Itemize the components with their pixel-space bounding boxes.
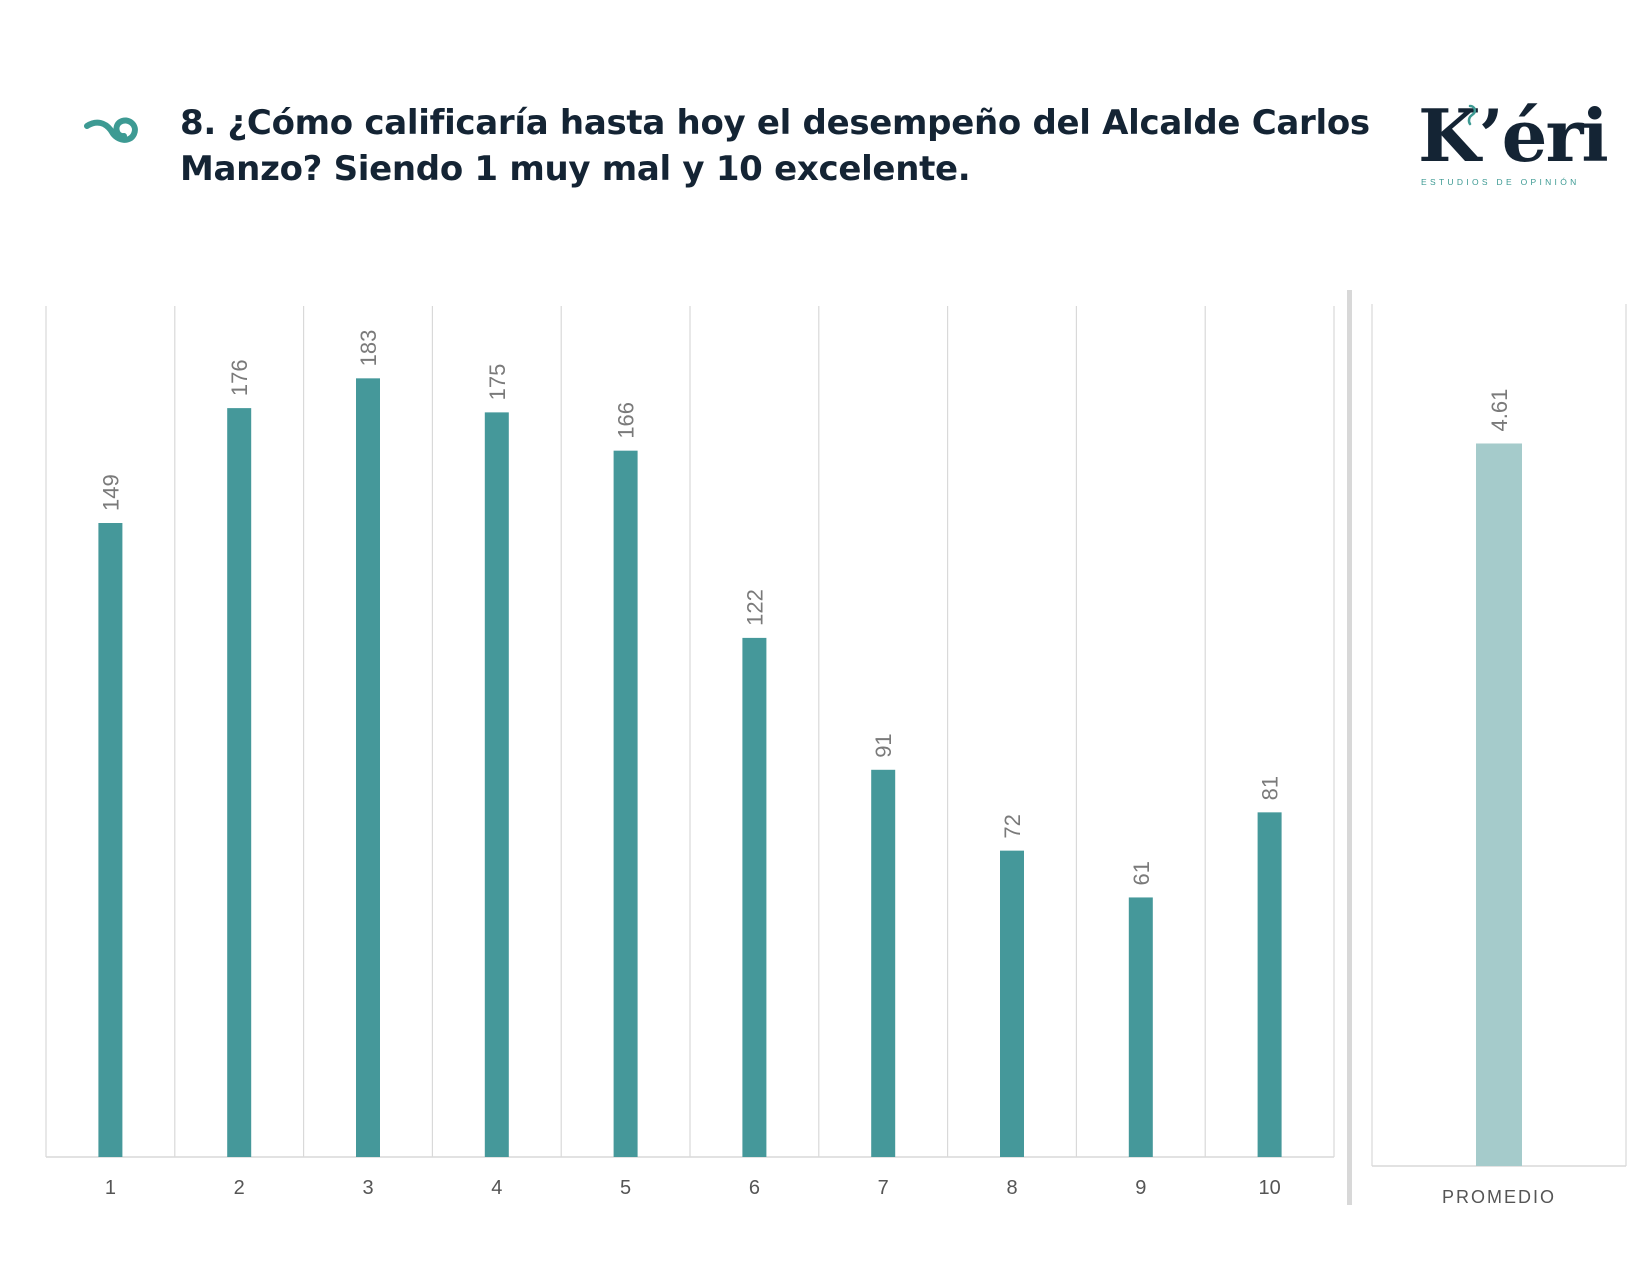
data-label: 176 [227,359,252,396]
bar [871,769,896,1157]
tick-label: 1 [105,1177,116,1199]
tick-label: 3 [362,1177,373,1199]
data-label: 72 [1000,814,1025,838]
page-title: 8. ¿Cómo calificaría hasta hoy el desemp… [180,103,1370,189]
logo-subtitle: ESTUDIOS DE OPINIÓN [1421,177,1580,187]
logo-leaf-icon [1467,104,1477,126]
rating-bar-chart: 149 1 176 2 183 3 175 4 166 5 122 6 91 7 72 8 61 9 81 10 [45,306,1335,1199]
data-label: 61 [1129,861,1154,885]
data-label: 183 [356,330,381,367]
bar [227,408,252,1157]
data-label: 91 [871,733,896,757]
bar [613,450,638,1157]
tick-label: 8 [1006,1177,1017,1199]
logo-wordmark: K’éri [1418,93,1609,178]
panel-divider [1347,290,1352,1205]
tick-label: 6 [749,1177,760,1199]
data-label: 81 [1258,776,1283,800]
tick-label: 10 [1258,1177,1280,1199]
data-label: 122 [742,589,767,626]
bar [98,523,123,1157]
tick-label: 5 [620,1177,631,1199]
tick-label: PROMEDIO [1442,1187,1556,1207]
tick-label: 7 [878,1177,889,1199]
data-label: 175 [485,364,510,401]
bar [1257,812,1282,1157]
keri-logo: K’éri ESTUDIOS DE OPINIÓN [1418,96,1609,196]
average-bar-chart: 4.61 PROMEDIO [1371,304,1627,1207]
data-label: 149 [98,474,123,511]
bar [1000,850,1024,1157]
tick-label: 9 [1135,1177,1146,1199]
tick-label: 4 [491,1177,502,1199]
bar [742,637,767,1157]
bar [1476,443,1522,1166]
data-label: 4.61 [1487,389,1512,432]
data-label: 166 [614,402,639,439]
tick-label: 2 [234,1177,245,1199]
swirl-icon [84,117,138,143]
bar [484,412,509,1157]
bar [356,378,380,1158]
bar [1128,897,1153,1157]
